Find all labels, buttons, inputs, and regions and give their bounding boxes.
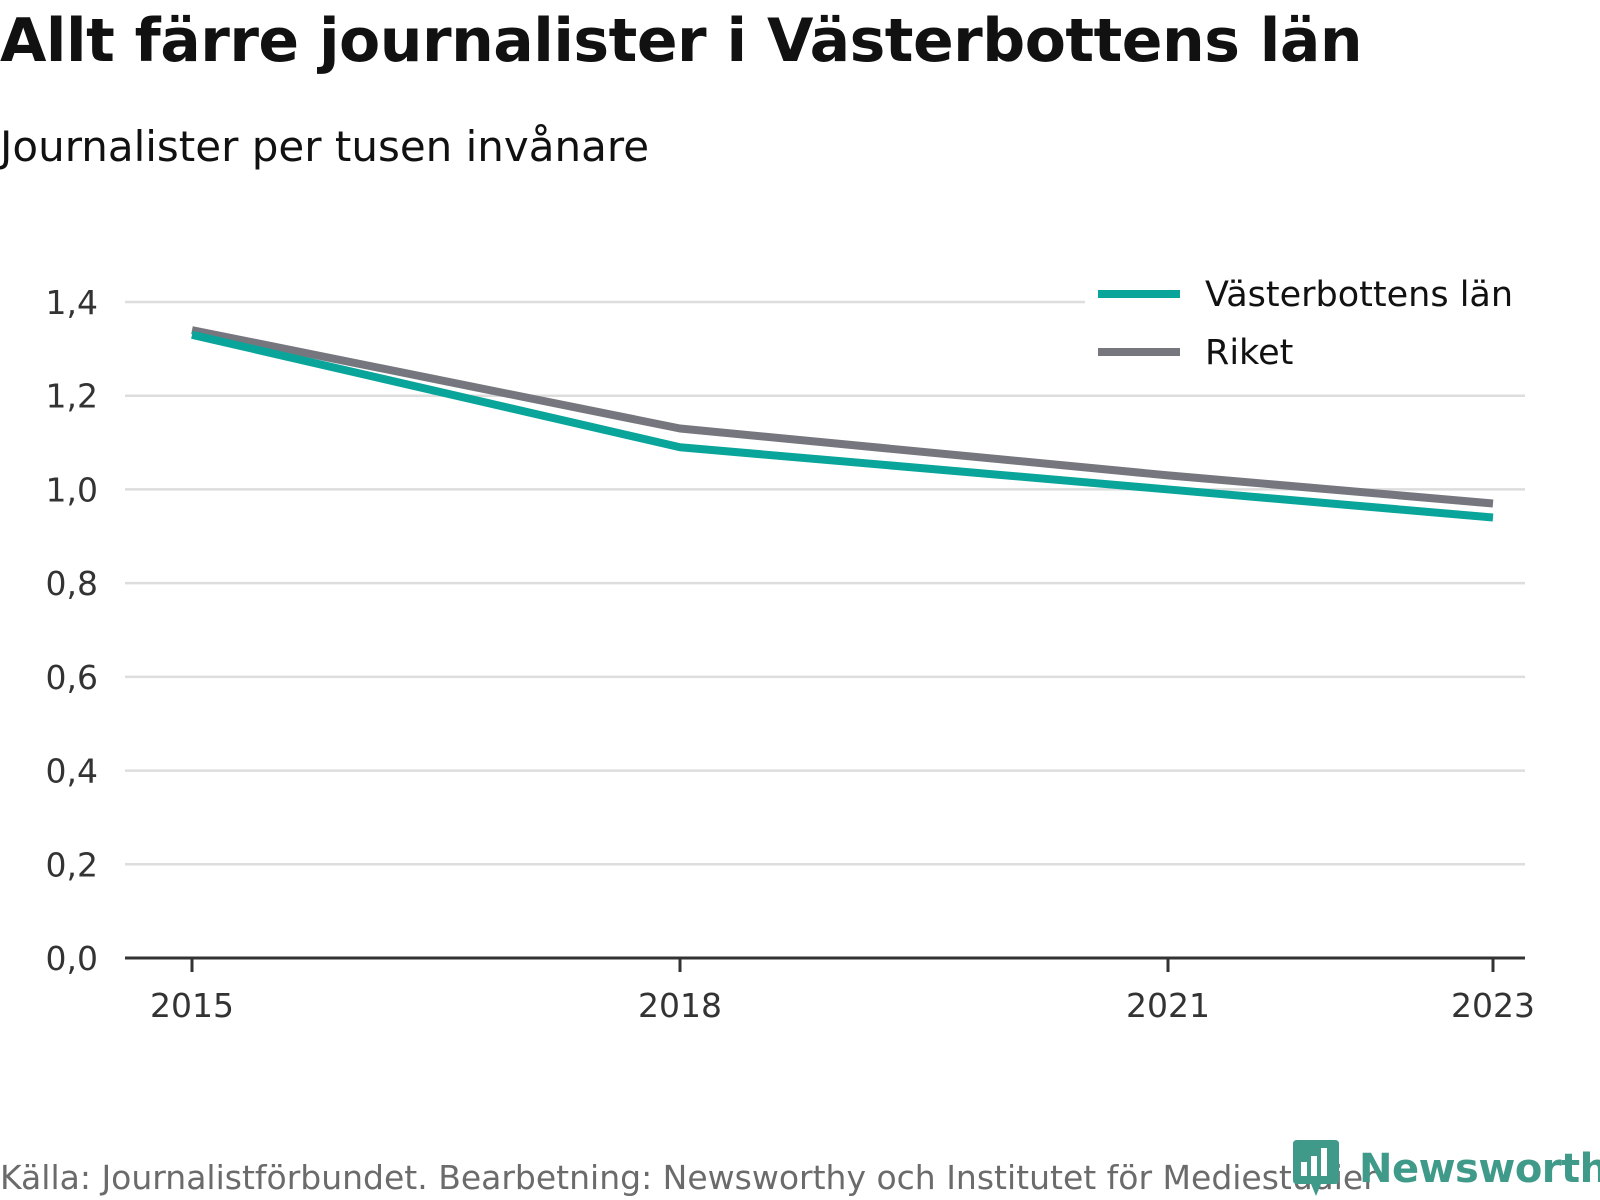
legend-background xyxy=(1085,262,1530,382)
chart-title: Allt färre journalister i Västerbottens … xyxy=(0,6,1363,76)
legend-label: Riket xyxy=(1205,333,1293,373)
y-tick-label: 0,4 xyxy=(46,752,98,791)
y-tick-label: 1,4 xyxy=(46,283,98,322)
series-lines xyxy=(191,326,1494,522)
y-tick-label: 0,0 xyxy=(46,939,98,978)
y-tick-label: 0,8 xyxy=(46,564,98,603)
y-axis-tick-labels: 0,0 0,2 0,4 0,6 0,8 1,0 1,2 1,4 xyxy=(46,283,98,978)
x-tick-label: 2018 xyxy=(638,986,722,1025)
legend: Västerbottens län Riket xyxy=(1085,262,1530,382)
brand-logo: Newsworthy xyxy=(1291,1140,1600,1198)
y-tick-label: 1,0 xyxy=(46,470,98,509)
x-tick-label: 2021 xyxy=(1126,986,1210,1025)
chart-subtitle: Journalister per tusen invånare xyxy=(0,122,650,171)
grid-lines xyxy=(125,300,1525,866)
legend-label: Västerbottens län xyxy=(1205,275,1513,315)
y-tick-label: 0,6 xyxy=(46,658,98,697)
x-axis: 2015 2018 2021 2023 xyxy=(125,956,1535,1025)
series-line xyxy=(191,326,1494,508)
y-tick-label: 1,2 xyxy=(46,377,98,416)
series-line xyxy=(191,330,1494,522)
x-tick-label: 2023 xyxy=(1451,986,1535,1025)
source-note: Källa: Journalistförbundet. Bearbetning:… xyxy=(0,1158,1377,1197)
newsworthy-logo-icon xyxy=(1293,1140,1339,1196)
x-tick-label: 2015 xyxy=(150,986,234,1025)
y-tick-label: 0,2 xyxy=(46,845,98,884)
brand-name: Newsworthy xyxy=(1359,1146,1600,1192)
